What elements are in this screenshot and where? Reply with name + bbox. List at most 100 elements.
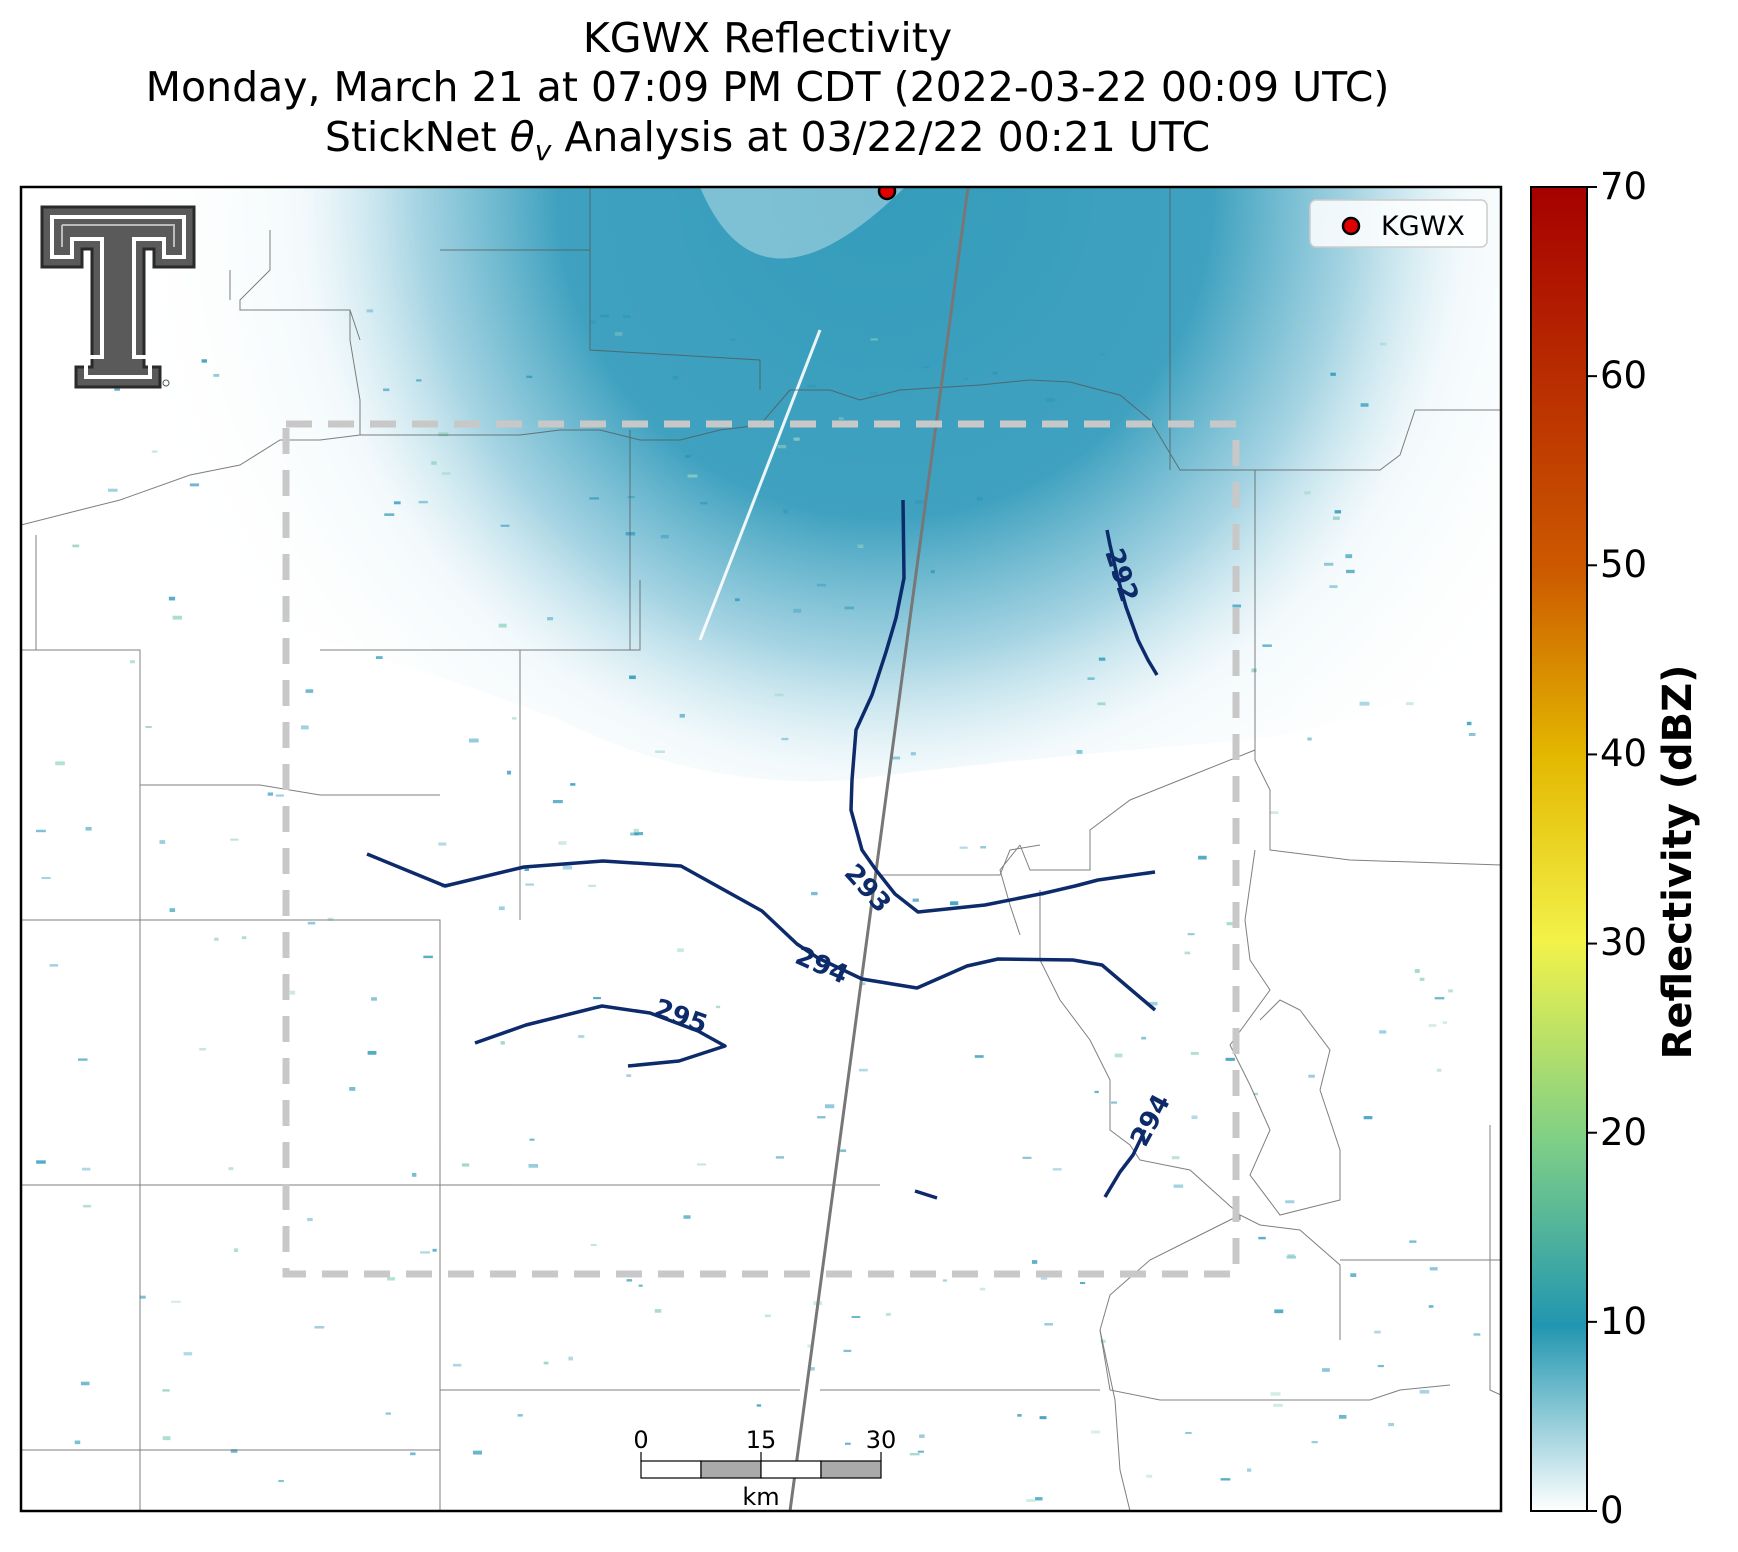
echo-speckle — [1098, 657, 1106, 661]
echo-speckle — [529, 1138, 535, 1141]
echo-speckle — [922, 366, 930, 369]
echo-speckle — [55, 761, 65, 766]
echo-speckle — [1274, 1309, 1284, 1314]
echo-speckle — [857, 544, 864, 549]
echo-speckle — [1442, 1021, 1447, 1024]
echo-speckle — [614, 332, 623, 336]
echo-speckle — [817, 1116, 826, 1119]
echo-speckle — [307, 921, 316, 925]
echo-speckle — [441, 472, 451, 475]
echo-speckle — [543, 1361, 549, 1365]
echo-speckle — [1419, 977, 1425, 981]
echo-speckle — [589, 320, 596, 324]
echo-speckle — [979, 1287, 986, 1291]
echo-speckle — [1032, 1260, 1038, 1264]
echo-speckle — [547, 617, 554, 621]
echo-speckle — [1332, 516, 1340, 520]
echo-speckle — [654, 1309, 662, 1313]
echo-speckle — [387, 1277, 396, 1281]
colorbar-tick-10: 10 — [1600, 1300, 1648, 1343]
echo-speckle — [917, 1450, 924, 1453]
echo-speckle — [677, 948, 684, 953]
echo-speckle — [1307, 737, 1312, 741]
echo-speckle — [756, 1404, 762, 1407]
echo-speckle — [1324, 562, 1334, 566]
echo-speckle — [83, 1204, 92, 1208]
title-analysis: StickNet θv Analysis at 03/22/22 00:21 U… — [324, 113, 1211, 168]
echo-speckle — [964, 377, 969, 380]
radial-line — [788, 187, 970, 1511]
contour-295 — [474, 1004, 727, 1068]
echo-speckle — [600, 314, 609, 318]
colorbar-tick-50: 50 — [1600, 543, 1648, 586]
echo-speckle — [807, 1344, 814, 1348]
echo-speckle — [1141, 1036, 1147, 1040]
echo-speckle — [171, 1300, 181, 1303]
echo-speckle — [775, 1156, 784, 1159]
echo-speckle — [416, 379, 422, 382]
echo-speckle — [974, 1055, 984, 1058]
echo-speckle — [793, 437, 800, 441]
echo-speckle — [622, 315, 631, 319]
colorbar-gradient — [1530, 186, 1588, 1512]
contour-293 — [849, 499, 1156, 914]
echo-speckle — [1273, 1403, 1283, 1407]
echo-speckle — [1379, 1030, 1387, 1034]
echo-speckle — [840, 1149, 847, 1153]
colorbar-tick-0: 0 — [1600, 1489, 1624, 1532]
echo-speckle — [1295, 323, 1301, 328]
reflectivity-field — [21, 187, 1501, 1503]
echo-speckle — [35, 829, 46, 833]
echo-speckle — [919, 1434, 925, 1438]
echo-speckle — [1017, 1414, 1022, 1417]
echo-speckle — [241, 936, 247, 940]
echo-speckle — [517, 1414, 523, 1417]
echo-speckle — [811, 891, 818, 896]
echo-speckle — [1100, 1339, 1106, 1344]
echo-speckle — [590, 1243, 597, 1247]
echo-speckle — [1380, 342, 1387, 346]
echo-speckle — [349, 1086, 356, 1091]
echo-speckle — [593, 997, 601, 1000]
echo-speckle — [1304, 491, 1311, 495]
colorbar-tick-60: 60 — [1600, 354, 1648, 397]
echo-speckle — [438, 432, 449, 437]
scale-unit: km — [742, 1483, 779, 1511]
echo-speckle — [314, 1326, 325, 1329]
echo-speckle — [992, 371, 998, 375]
contour-label-294b: 294 — [1125, 1089, 1177, 1151]
contour-294 — [366, 852, 1157, 1012]
echo-speckle — [1040, 1277, 1048, 1280]
echo-speckle — [1429, 1267, 1438, 1271]
echo-speckle — [626, 1074, 632, 1077]
echo-speckle — [687, 474, 698, 478]
echo-speckle — [375, 656, 383, 660]
echo-speckle — [300, 725, 309, 730]
echo-speckle — [1232, 604, 1242, 608]
echo-speckle — [230, 838, 239, 841]
echo-speckle — [468, 738, 479, 743]
echo-speckle — [1466, 721, 1472, 726]
echo-speckle — [1377, 1364, 1384, 1368]
echo-speckle — [151, 450, 158, 453]
echo-speckle — [552, 800, 563, 804]
echo-speckle — [764, 1314, 771, 1318]
echo-speckle — [1253, 1092, 1258, 1096]
radar-site-marker — [877, 187, 897, 201]
echo-speckle — [172, 615, 183, 620]
echo-speckle — [384, 513, 395, 516]
echo-speckle — [230, 1449, 238, 1453]
echo-speckle — [1405, 702, 1414, 706]
echo-speckle — [699, 502, 708, 505]
echo-speckle — [506, 770, 512, 775]
echo-speckle — [730, 338, 736, 341]
echo-speckle — [420, 1251, 431, 1254]
echo-speckle — [781, 737, 789, 741]
echo-speckle — [777, 444, 787, 449]
echo-speckle — [1022, 1156, 1032, 1159]
echo-speckle — [959, 846, 968, 849]
echo-speckle — [1414, 969, 1420, 973]
echo-speckle — [114, 388, 120, 391]
echo-speckle — [570, 783, 576, 786]
